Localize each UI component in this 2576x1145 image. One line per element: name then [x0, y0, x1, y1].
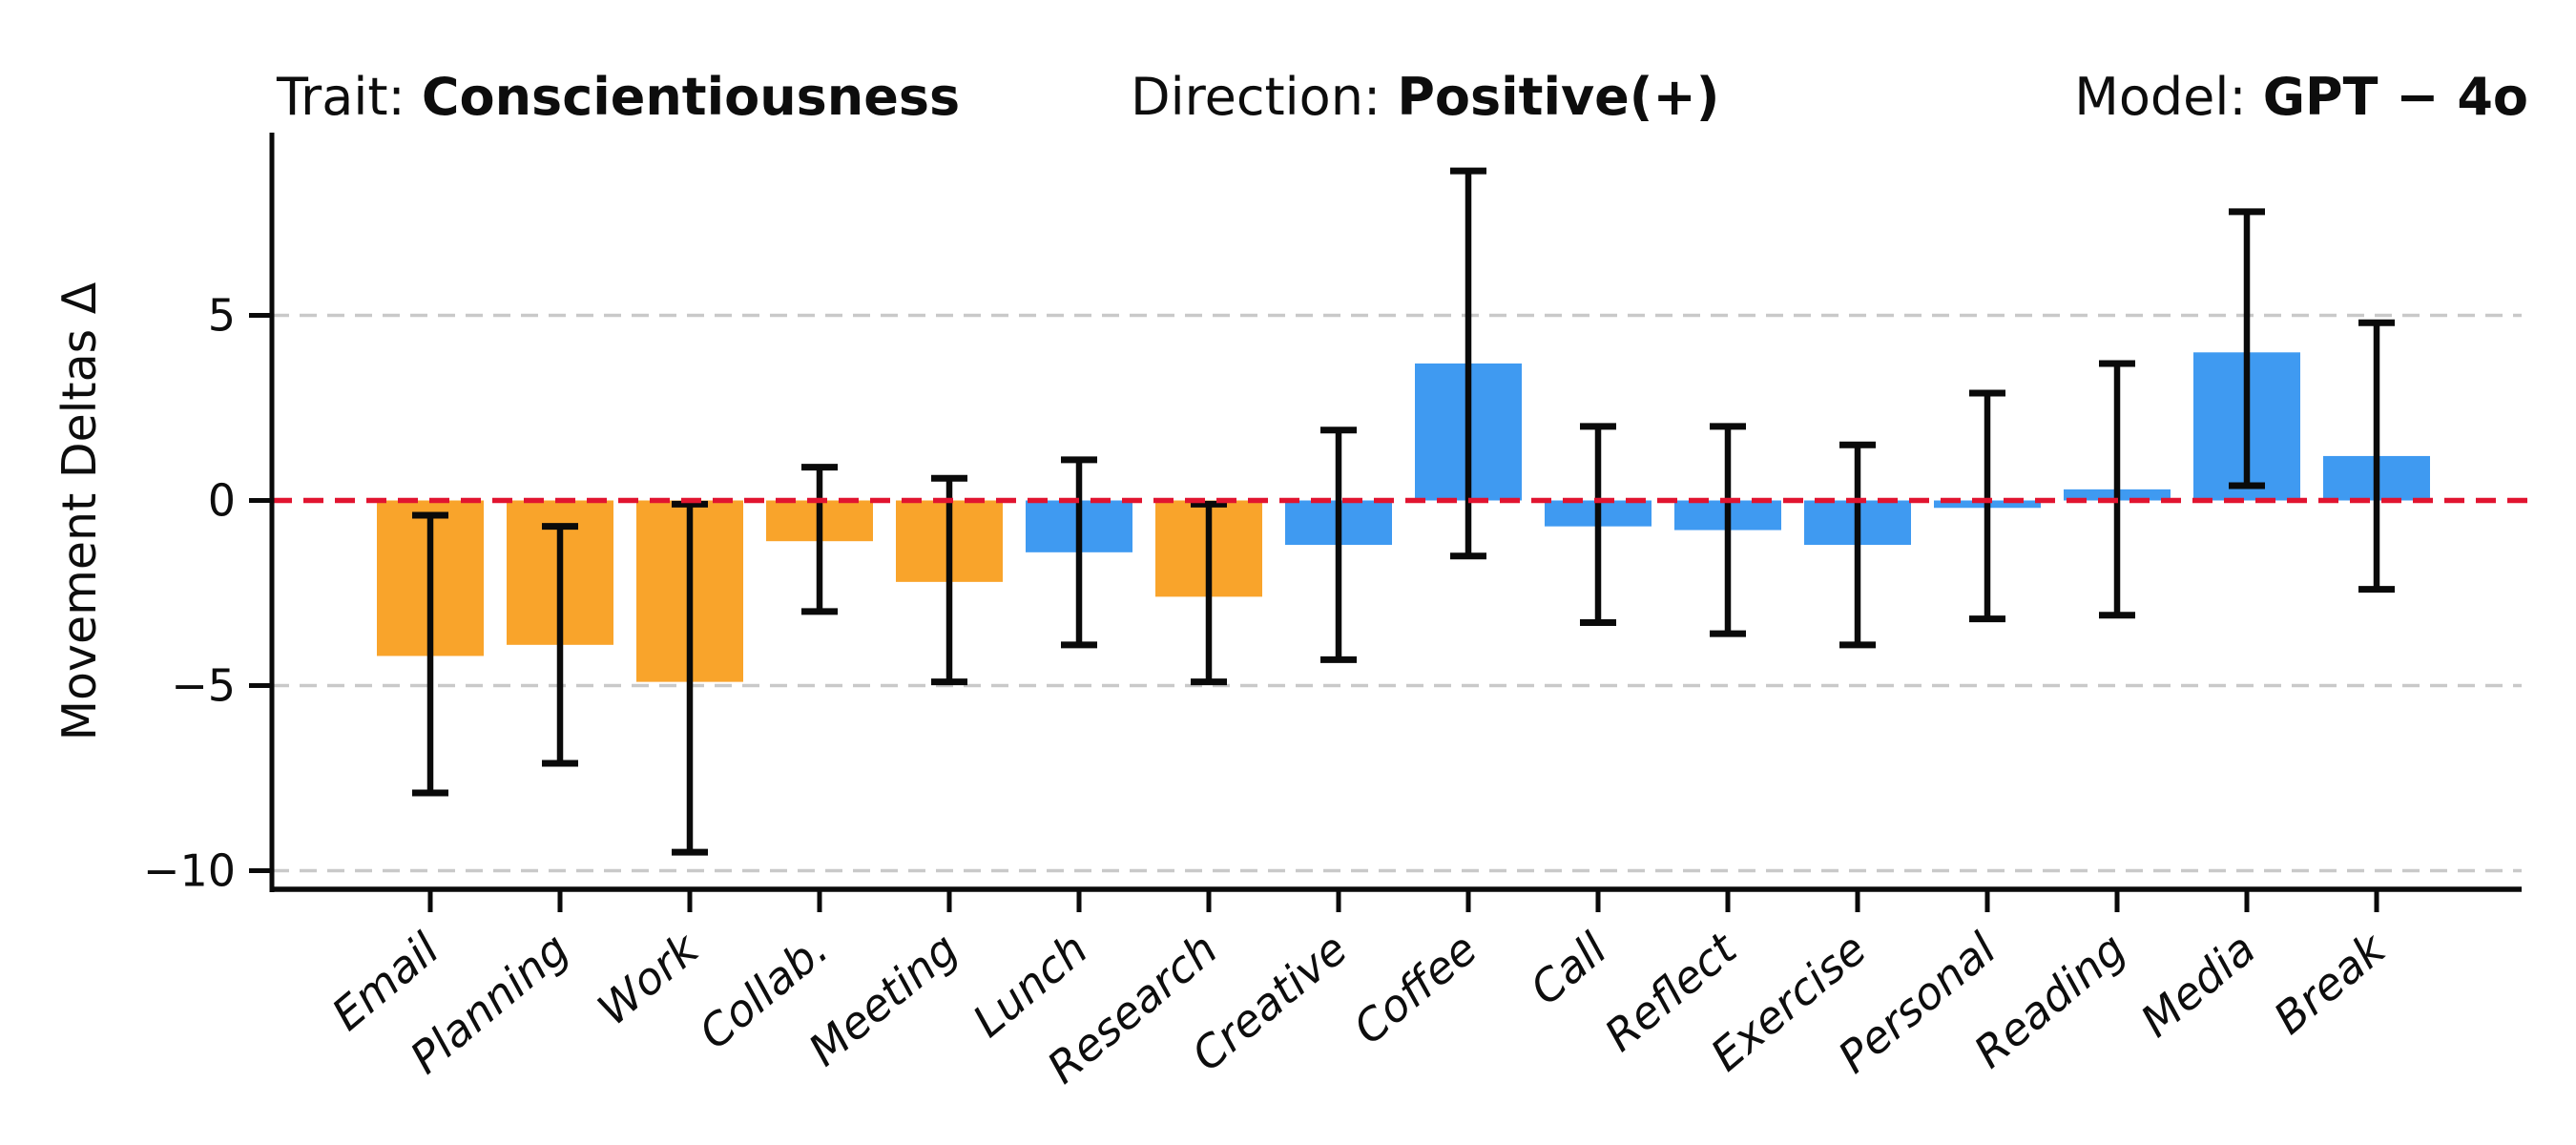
- direction-value: Positive(+): [1397, 67, 1719, 127]
- error-bar-work: [672, 500, 708, 856]
- trait-title: Trait: Conscientiousness: [276, 67, 960, 127]
- x-tick-label-media: Media: [2131, 923, 2266, 1047]
- trait-value: Conscientiousness: [422, 67, 960, 127]
- error-bar-creative: [1320, 427, 1357, 663]
- x-tick-label-break: Break: [2264, 922, 2397, 1045]
- titles: Trait: Conscientiousness Direction: Posi…: [276, 67, 2528, 127]
- model-label: Model:: [2074, 67, 2263, 127]
- direction-label: Direction:: [1131, 67, 1397, 127]
- model-value: GPT − 4o: [2263, 67, 2528, 127]
- error-bar-research: [1191, 500, 1227, 686]
- gridlines: [272, 313, 2522, 873]
- model-title: Model: GPT − 4o: [2074, 67, 2528, 127]
- error-bar-break: [2358, 319, 2395, 593]
- error-bar-exercise: [1839, 441, 1876, 649]
- error-bar-lunch: [1061, 456, 1097, 649]
- error-bar-personal: [1969, 389, 2005, 623]
- x-tick-label-call: Call: [1521, 923, 1617, 1015]
- error-bar-reading: [2099, 360, 2135, 619]
- error-bar-collab: [801, 464, 838, 615]
- error-bar-coffee: [1450, 167, 1486, 560]
- error-bar-call: [1580, 423, 1616, 627]
- y-tick-label--5: −5: [171, 660, 236, 712]
- y-axis-label: Movement Deltas Δ: [52, 281, 107, 740]
- error-bar-planning: [542, 523, 578, 767]
- bars: [377, 352, 2430, 682]
- y-tick-label-0: 0: [208, 475, 236, 527]
- y-tick-label--10: −10: [143, 845, 236, 897]
- error-bar-email: [412, 511, 448, 797]
- x-tick-label-meeting: Meeting: [799, 923, 967, 1076]
- error-bar-media: [2229, 208, 2265, 489]
- y-tick-label-5: 5: [208, 290, 236, 342]
- x-tick-label-coffee: Coffee: [1343, 923, 1486, 1054]
- error-bars: [412, 167, 2395, 856]
- error-bar-meeting: [931, 474, 967, 686]
- trait-label: Trait:: [276, 67, 422, 127]
- error-bar-reflect: [1710, 423, 1746, 637]
- direction-title: Direction: Positive(+): [1131, 67, 1719, 127]
